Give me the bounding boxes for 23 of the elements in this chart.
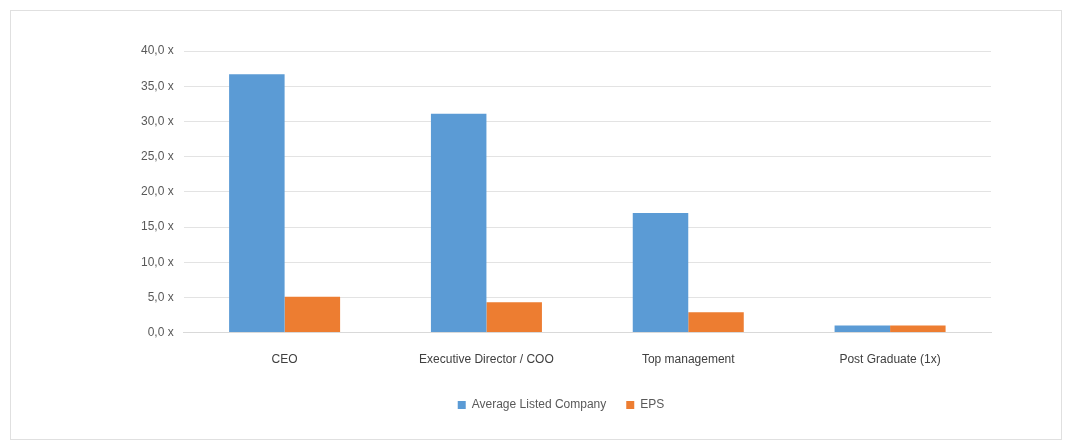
bar bbox=[834, 325, 891, 333]
legend-label: Average Listed Company bbox=[471, 397, 607, 412]
y-tick-label: 35,0 x bbox=[140, 78, 174, 93]
bar bbox=[890, 325, 946, 333]
bar bbox=[229, 74, 285, 333]
bar bbox=[430, 113, 487, 333]
bar bbox=[688, 312, 744, 333]
y-tick-label: 0,0 x bbox=[147, 324, 174, 339]
bar bbox=[632, 212, 689, 333]
bar bbox=[486, 302, 542, 333]
y-tick-label: 5,0 x bbox=[147, 289, 174, 304]
y-tick-label: 10,0 x bbox=[140, 254, 174, 269]
x-tick-label: Top management bbox=[641, 352, 736, 367]
x-tick-label: Post Graduate (1x) bbox=[839, 352, 941, 367]
y-tick-label: 30,0 x bbox=[140, 113, 174, 128]
x-tick-label: CEO bbox=[271, 352, 298, 367]
legend-label: EPS bbox=[640, 397, 665, 412]
y-tick-label: 15,0 x bbox=[140, 219, 174, 234]
y-tick-label: 25,0 x bbox=[140, 148, 174, 163]
x-tick-label: Executive Director / COO bbox=[419, 352, 554, 367]
y-tick-label: 40,0 x bbox=[140, 43, 174, 58]
y-tick-label: 20,0 x bbox=[140, 184, 174, 199]
bar bbox=[284, 296, 341, 333]
